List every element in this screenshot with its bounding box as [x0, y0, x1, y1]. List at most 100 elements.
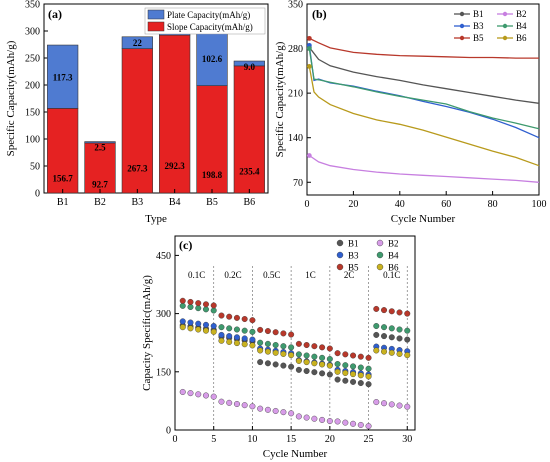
- x-tick-label: B5: [206, 197, 218, 208]
- plate-value-label: 22: [133, 38, 143, 48]
- data-point: [303, 359, 310, 366]
- bar-segment: [233, 65, 265, 194]
- legend-label: B1: [473, 9, 484, 19]
- data-point: [350, 352, 357, 359]
- data-point: [210, 307, 217, 314]
- legend-label: Slope Capacity(mAh/g): [167, 22, 253, 32]
- data-point: [249, 336, 256, 343]
- data-point: [179, 318, 186, 325]
- data-point: [404, 327, 411, 334]
- legend-label: B4: [388, 251, 399, 261]
- data-point: [226, 333, 233, 340]
- data-point: [357, 364, 364, 371]
- legend-label: B5: [473, 33, 484, 43]
- rate-label: 0.5C: [263, 270, 280, 280]
- legend-label: B2: [516, 9, 527, 19]
- data-point: [388, 349, 395, 356]
- data-point: [396, 309, 403, 316]
- data-point: [202, 321, 209, 328]
- x-tick-label: B3: [131, 197, 143, 208]
- y-tick-label: 300: [25, 27, 40, 38]
- data-point: [342, 362, 349, 369]
- plot-frame: [306, 3, 540, 196]
- legend-marker: [459, 23, 465, 29]
- y-tick-label: 50: [30, 162, 40, 173]
- data-point: [241, 316, 248, 323]
- data-point: [257, 405, 264, 412]
- slope-value-label: 156.7: [53, 174, 74, 184]
- data-point: [326, 371, 333, 378]
- data-point: [357, 372, 364, 379]
- data-point: [210, 328, 217, 335]
- x-tick-label: 25: [364, 434, 374, 445]
- data-point: [249, 403, 256, 410]
- data-point: [381, 307, 388, 314]
- data-point: [218, 331, 225, 338]
- data-point: [264, 360, 271, 367]
- data-point: [373, 323, 380, 330]
- legend-marker: [502, 11, 508, 17]
- data-point: [257, 326, 264, 333]
- series-line: [308, 46, 540, 104]
- data-point: [365, 354, 372, 361]
- slope-value-label: 92.7: [92, 179, 108, 189]
- y-tick-label: 140: [288, 133, 303, 144]
- y-tick-label: 280: [288, 44, 303, 55]
- data-point: [373, 305, 380, 312]
- slope-value-label: 267.3: [127, 163, 148, 173]
- x-tick-label: 10: [247, 434, 257, 445]
- data-point: [396, 402, 403, 409]
- data-point: [303, 342, 310, 349]
- data-point: [264, 348, 271, 355]
- data-point: [334, 361, 341, 368]
- panel-c: 0 150 300 450 0 5 10 15 20 25 30 0.1C 0.2C 0.5C 1C 2C 0.…: [141, 235, 416, 460]
- plot-frame: [43, 3, 269, 194]
- data-point: [195, 305, 202, 312]
- data-point: [342, 419, 349, 426]
- y-axis-title: Specific Capacity(mAh/g): [5, 40, 17, 156]
- y-tick-label: 250: [25, 54, 40, 65]
- data-point: [350, 371, 357, 378]
- plate-value-label: 2.5: [94, 143, 106, 153]
- data-point: [264, 328, 271, 335]
- data-point: [195, 391, 202, 398]
- data-point: [218, 398, 225, 405]
- series-line: [308, 66, 540, 167]
- x-axis-title: Type: [145, 213, 167, 225]
- data-point: [218, 324, 225, 331]
- data-point: [357, 380, 364, 387]
- data-point: [319, 361, 326, 368]
- data-point: [288, 410, 295, 417]
- bar-segment: [196, 85, 228, 194]
- data-point: [280, 330, 287, 337]
- series-marker: [306, 63, 312, 69]
- data-point: [218, 337, 225, 344]
- plot-frame: [174, 235, 416, 431]
- data-point: [280, 343, 287, 350]
- plate-value-label: 9.0: [244, 62, 256, 72]
- y-tick-label: 150: [156, 367, 171, 378]
- plate-value-label: 102.6: [202, 54, 223, 64]
- data-point: [288, 363, 295, 370]
- data-point: [326, 345, 333, 352]
- data-point: [264, 340, 271, 347]
- data-point: [350, 420, 357, 427]
- legend-marker: [502, 23, 508, 29]
- legend-label: B3: [348, 251, 359, 261]
- x-tick-label: B6: [243, 197, 255, 208]
- data-point: [288, 344, 295, 351]
- y-tick-label: 350: [25, 0, 40, 11]
- data-point: [396, 326, 403, 333]
- data-point: [388, 401, 395, 408]
- x-tick-label: B2: [94, 197, 106, 208]
- y-tick-label: 100: [25, 135, 40, 146]
- data-point: [295, 351, 302, 358]
- rate-label: 0.1C: [188, 270, 205, 280]
- y-tick-label: 150: [25, 108, 40, 119]
- panel-label: (a): [48, 7, 62, 21]
- data-point: [202, 306, 209, 313]
- x-tick-label: 0: [173, 434, 178, 445]
- data-point: [233, 334, 240, 341]
- data-point: [179, 297, 186, 304]
- legend-marker: [376, 251, 384, 259]
